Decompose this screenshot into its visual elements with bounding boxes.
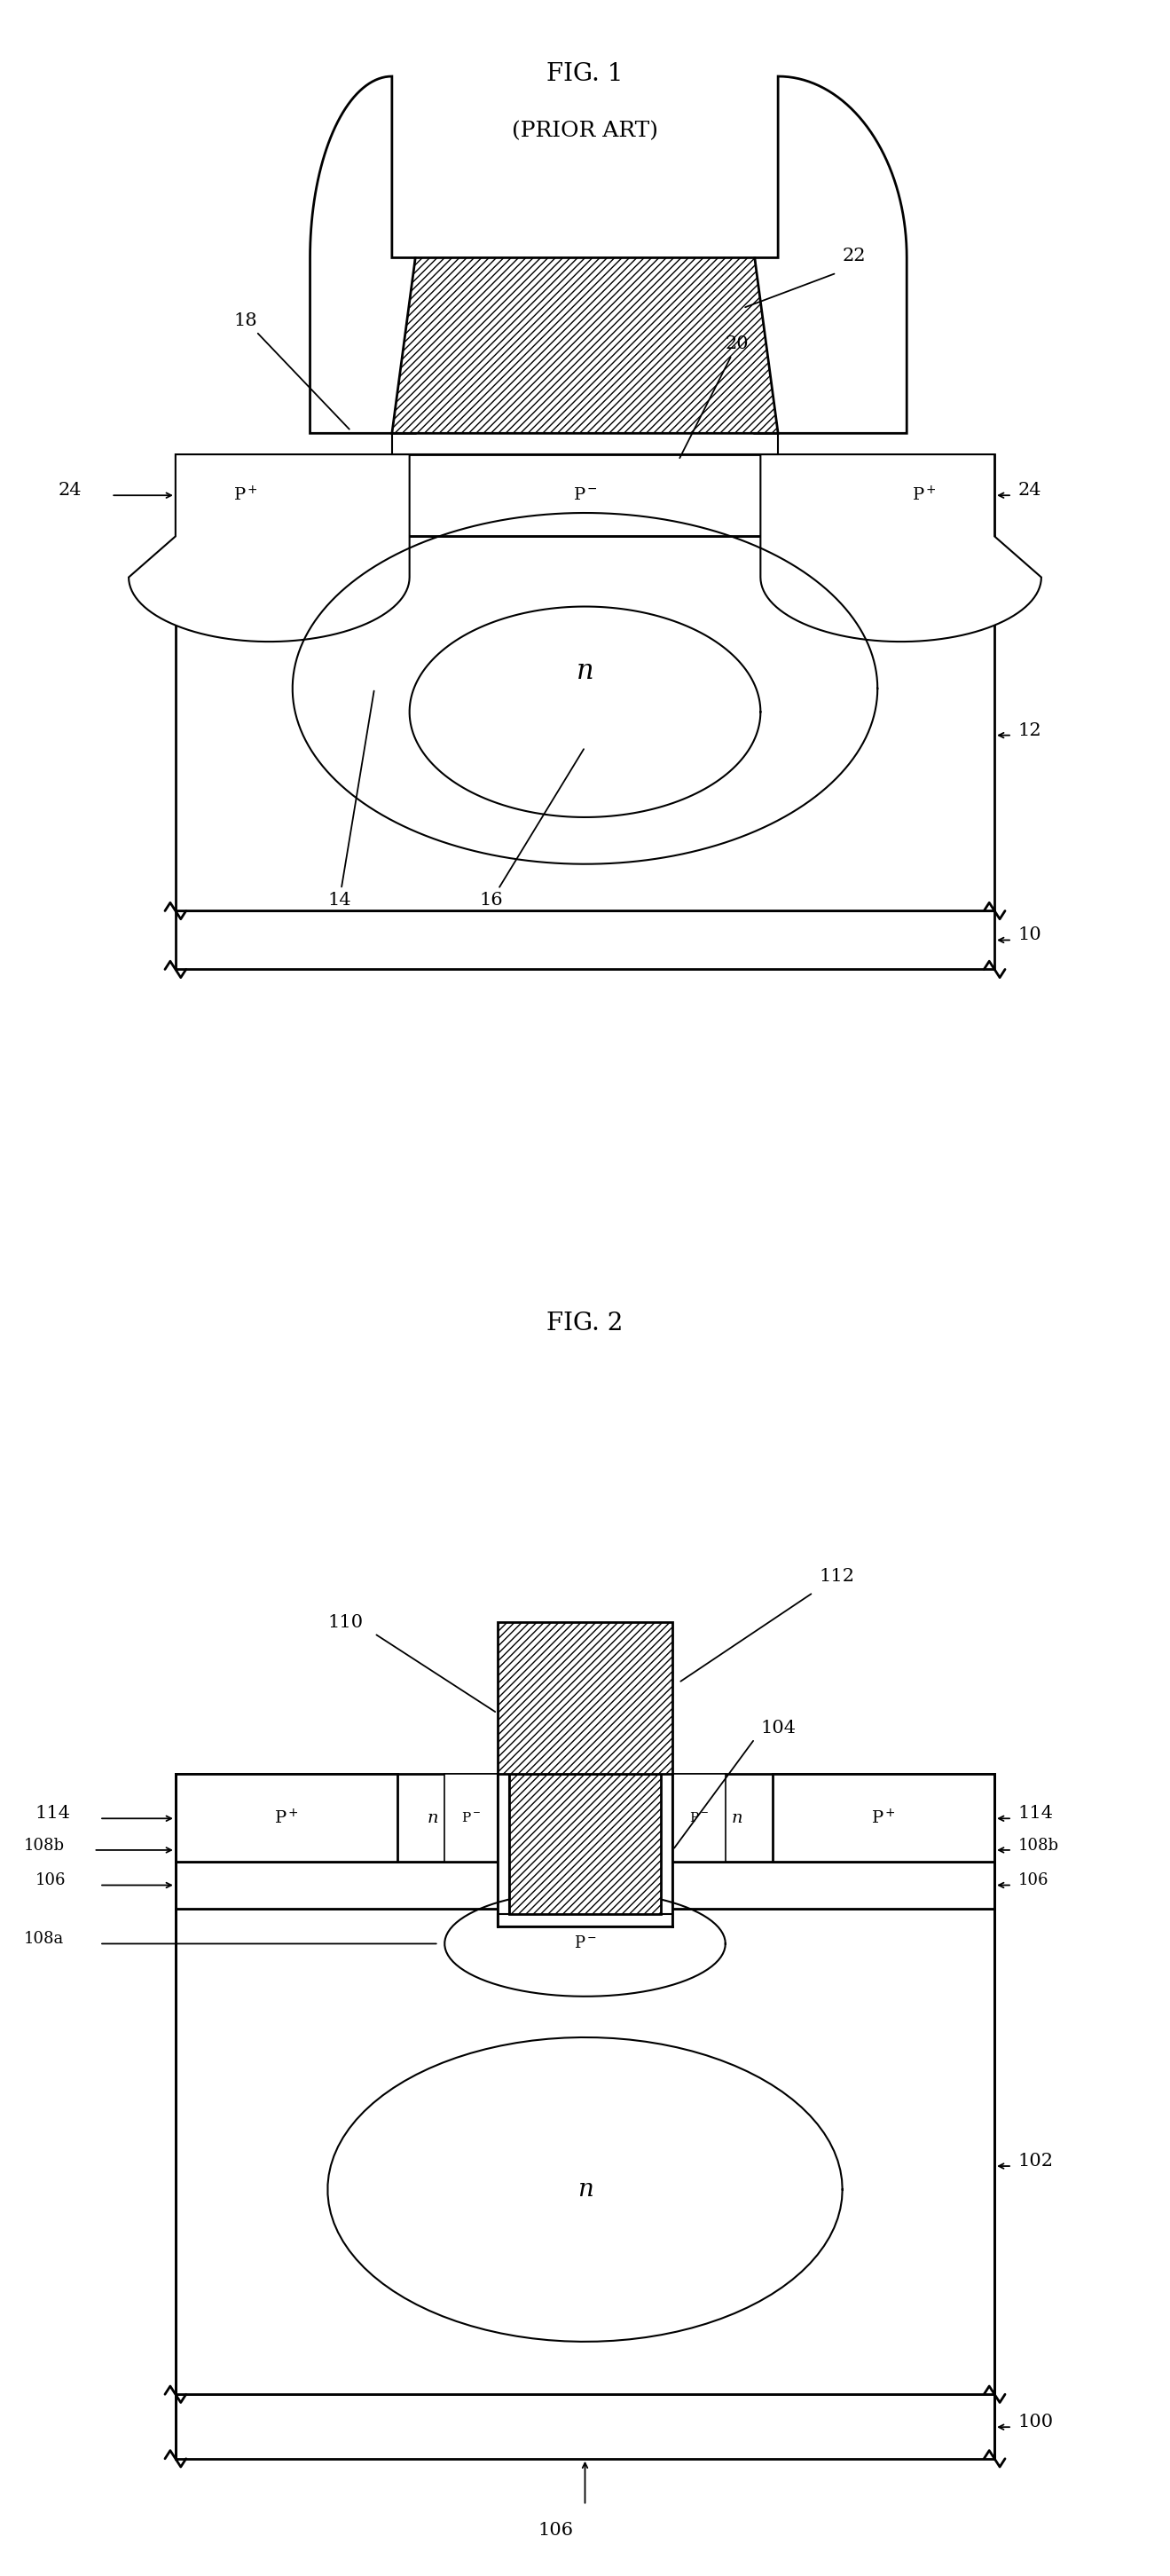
Text: P$^-$: P$^-$ [461, 1811, 481, 1824]
Bar [497, 1775, 509, 1927]
Text: 108a: 108a [23, 1932, 63, 1947]
Text: n: n [731, 1811, 743, 1826]
Bar [176, 536, 994, 912]
Text: 18: 18 [234, 312, 350, 430]
Polygon shape [392, 258, 778, 433]
Text: 10: 10 [1018, 927, 1041, 943]
Text: P$^-$: P$^-$ [689, 1811, 709, 1824]
Text: 12: 12 [1018, 721, 1041, 739]
Text: 16: 16 [480, 750, 584, 909]
Text: 110: 110 [328, 1615, 363, 1631]
Text: 102: 102 [1018, 2154, 1053, 2169]
Bar [176, 1909, 994, 2393]
Bar [176, 453, 994, 536]
Text: 108b: 108b [1018, 1837, 1059, 1855]
Bar [497, 1914, 673, 1927]
Bar [497, 1623, 673, 1775]
Text: FIG. 1: FIG. 1 [546, 62, 624, 85]
Text: 24: 24 [1018, 482, 1041, 500]
Text: n: n [577, 2177, 593, 2202]
Bar [176, 1775, 994, 1862]
Text: 22: 22 [842, 247, 866, 265]
Text: FIG. 2: FIG. 2 [546, 1311, 624, 1334]
Polygon shape [129, 453, 410, 641]
Text: 106: 106 [35, 1873, 66, 1888]
Bar [176, 1775, 398, 1862]
Text: 104: 104 [760, 1721, 796, 1736]
Text: 100: 100 [1018, 2414, 1053, 2432]
Polygon shape [755, 77, 907, 433]
Text: 14: 14 [328, 690, 374, 909]
Bar [176, 1862, 994, 1909]
Bar [176, 912, 994, 969]
Text: n: n [427, 1811, 439, 1826]
Text: 24: 24 [58, 482, 82, 500]
Text: 112: 112 [819, 1569, 854, 1584]
Text: (PRIOR ART): (PRIOR ART) [511, 121, 659, 142]
Text: 114: 114 [1018, 1806, 1053, 1821]
Text: P$^-$: P$^-$ [573, 1935, 597, 1953]
Polygon shape [760, 453, 1041, 641]
Text: P$^-$: P$^-$ [572, 487, 598, 502]
Text: P$^+$: P$^+$ [870, 1808, 896, 1826]
Bar [772, 1775, 995, 1862]
Bar [673, 1775, 725, 1862]
Bar [445, 1775, 497, 1862]
Text: P$^+$: P$^+$ [274, 1808, 300, 1826]
Text: 106: 106 [538, 2522, 573, 2537]
Text: 114: 114 [35, 1806, 70, 1821]
Bar [661, 1775, 673, 1927]
Bar [392, 433, 778, 453]
Bar [176, 2393, 994, 2458]
Text: n: n [577, 657, 593, 685]
Text: 108b: 108b [23, 1837, 64, 1855]
Bar [509, 1775, 661, 1914]
Text: 106: 106 [1018, 1873, 1048, 1888]
Text: 20: 20 [680, 335, 749, 459]
Polygon shape [310, 77, 415, 433]
Text: P$^+$: P$^+$ [233, 487, 259, 505]
Text: P$^+$: P$^+$ [911, 487, 937, 505]
